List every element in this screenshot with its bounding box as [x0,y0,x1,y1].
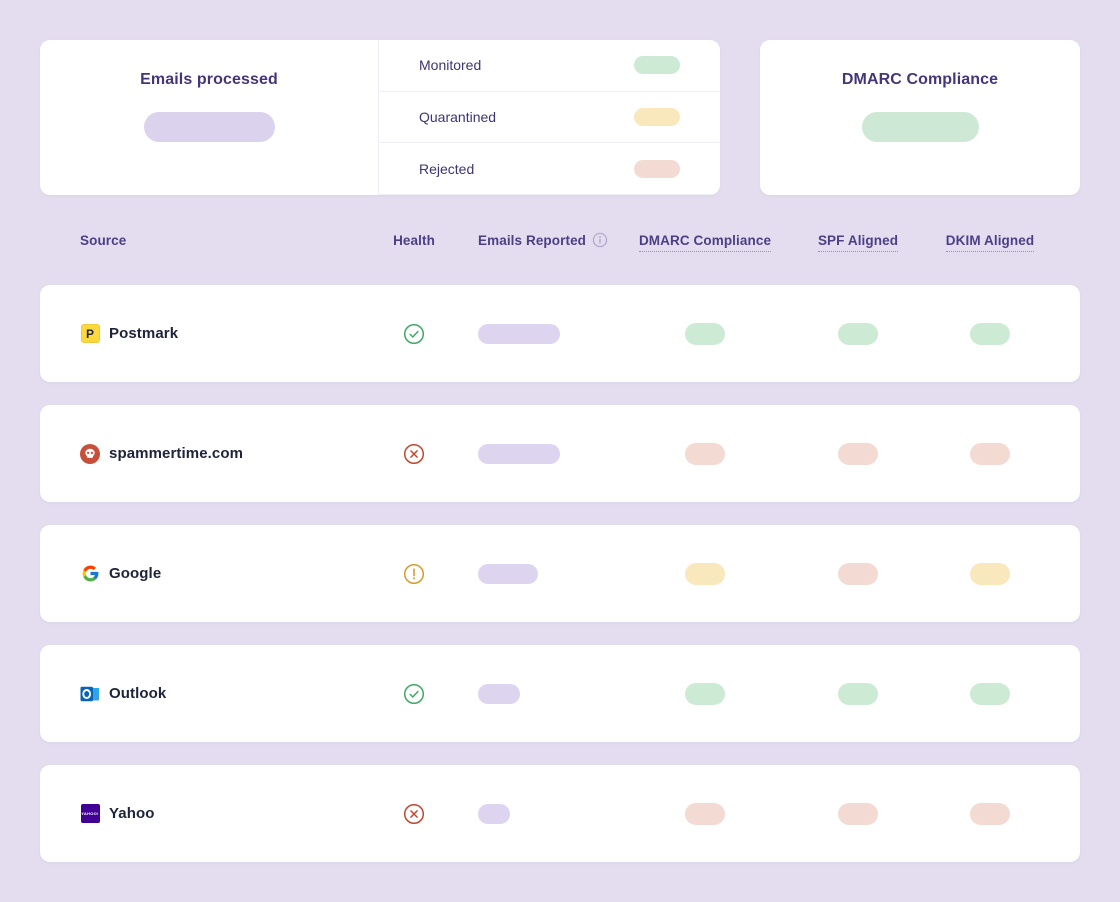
table-row-outlook[interactable]: Outlook [40,645,1080,742]
spf-aligned-cell [790,322,926,345]
emails-reported-cell [454,683,620,704]
info-icon[interactable] [592,232,608,248]
legend-value-pill [634,108,680,126]
legend-value-pill [634,159,680,178]
column-header-dkim-aligned: DKIM Aligned [926,232,1054,252]
emails-reported-cell [454,323,620,344]
emails-reported-value-pill [478,683,520,704]
source-cell: P Postmark [40,324,374,344]
emails-reported-value-pill [478,563,538,584]
emails-reported-value-pill [478,443,560,464]
dmarc-compliance-value-pill [685,562,725,585]
column-header-emails-reported-label: Emails Reported [478,232,587,248]
dkim-aligned-cell [926,562,1054,585]
legend-row-quarantined: Quarantined [379,92,720,144]
dmarc-compliance-title: DMARC Compliance [841,71,999,88]
dkim-aligned-value-pill [970,442,1010,465]
legend-row-rejected: Rejected [379,143,720,195]
dmarc-compliance-value-pill [685,322,725,345]
source-rows: P Postmark spammertime.com [40,285,1080,862]
health-status-icon [374,323,454,345]
emails-reported-value-pill [478,323,560,344]
dkim-aligned-value-pill [970,802,1010,825]
dmarc-compliance-card: DMARC Compliance [760,40,1080,195]
emails-reported-cell [454,443,620,464]
spammertime-logo-icon [80,443,100,464]
emails-processed-card: Emails processed Monitored Quarantined R… [40,40,720,195]
dkim-aligned-cell [926,802,1054,825]
spf-aligned-cell [790,802,926,825]
processed-legend: Monitored Quarantined Rejected [379,40,720,195]
emails-processed-panel: Emails processed [40,40,379,195]
spf-aligned-value-pill [838,442,878,465]
table-row-spammertime[interactable]: spammertime.com [40,405,1080,502]
column-header-dmarc-compliance: DMARC Compliance [620,232,790,252]
outlook-logo-icon [80,684,100,704]
table-row-google[interactable]: Google [40,525,1080,622]
legend-label: Rejected [419,160,475,177]
spf-aligned-value-pill [838,802,878,825]
legend-row-monitored: Monitored [379,40,720,92]
table-header: Source Health Emails Reported DMARC Comp… [40,195,1080,285]
spf-aligned-value-pill [838,682,878,705]
dmarc-compliance-cell [620,802,790,825]
health-status-icon [374,803,454,825]
source-cell: Google [40,564,374,584]
source-cell: YAHOO! Yahoo [40,804,374,824]
emails-processed-title: Emails processed [140,71,278,88]
column-header-source: Source [80,232,127,248]
column-header-dkim-aligned-label[interactable]: DKIM Aligned [945,232,1035,252]
health-status-icon [374,443,454,465]
summary-section: Emails processed Monitored Quarantined R… [40,40,1080,195]
dmarc-compliance-cell [620,322,790,345]
source-name: Outlook [109,685,167,702]
spf-aligned-value-pill [838,562,878,585]
health-status-icon [374,683,454,705]
dmarc-compliance-cell [620,442,790,465]
source-cell: Outlook [40,684,374,704]
dmarc-compliance-cell [620,562,790,585]
dmarc-compliance-value-pill [685,682,725,705]
column-header-emails-reported: Emails Reported [454,232,620,248]
emails-reported-cell [454,563,620,584]
dkim-aligned-cell [926,442,1054,465]
spf-aligned-cell [790,682,926,705]
dmarc-compliance-value-pill [861,112,979,142]
table-row-postmark[interactable]: P Postmark [40,285,1080,382]
source-name: Google [109,565,162,582]
legend-label: Quarantined [419,109,497,125]
yahoo-logo-icon: YAHOO! [80,804,100,824]
health-status-icon [374,563,454,585]
emails-reported-cell [454,803,620,824]
column-header-spf-aligned-label[interactable]: SPF Aligned [817,232,899,252]
source-name: spammertime.com [109,445,244,462]
source-name: Yahoo [109,805,155,822]
dmarc-compliance-value-pill [685,442,725,465]
column-header-health: Health [393,232,435,248]
dkim-aligned-value-pill [970,562,1010,585]
dkim-aligned-value-pill [970,322,1010,345]
legend-value-pill [634,56,680,75]
spf-aligned-cell [790,562,926,585]
dmarc-compliance-value-pill [685,802,725,825]
legend-label: Monitored [419,57,482,74]
spf-aligned-value-pill [838,322,878,345]
postmark-logo-icon: P [80,324,100,344]
table-row-yahoo[interactable]: YAHOO! Yahoo [40,765,1080,862]
column-header-dmarc-compliance-label[interactable]: DMARC Compliance [638,232,772,252]
dkim-aligned-cell [926,682,1054,705]
spf-aligned-cell [790,442,926,465]
source-cell: spammertime.com [40,443,374,464]
dkim-aligned-cell [926,322,1054,345]
column-header-spf-aligned: SPF Aligned [790,232,926,252]
dmarc-compliance-cell [620,682,790,705]
google-logo-icon [80,564,100,584]
emails-processed-value-pill [143,112,275,142]
source-name: Postmark [109,325,179,342]
dkim-aligned-value-pill [970,682,1010,705]
emails-reported-value-pill [478,803,510,824]
